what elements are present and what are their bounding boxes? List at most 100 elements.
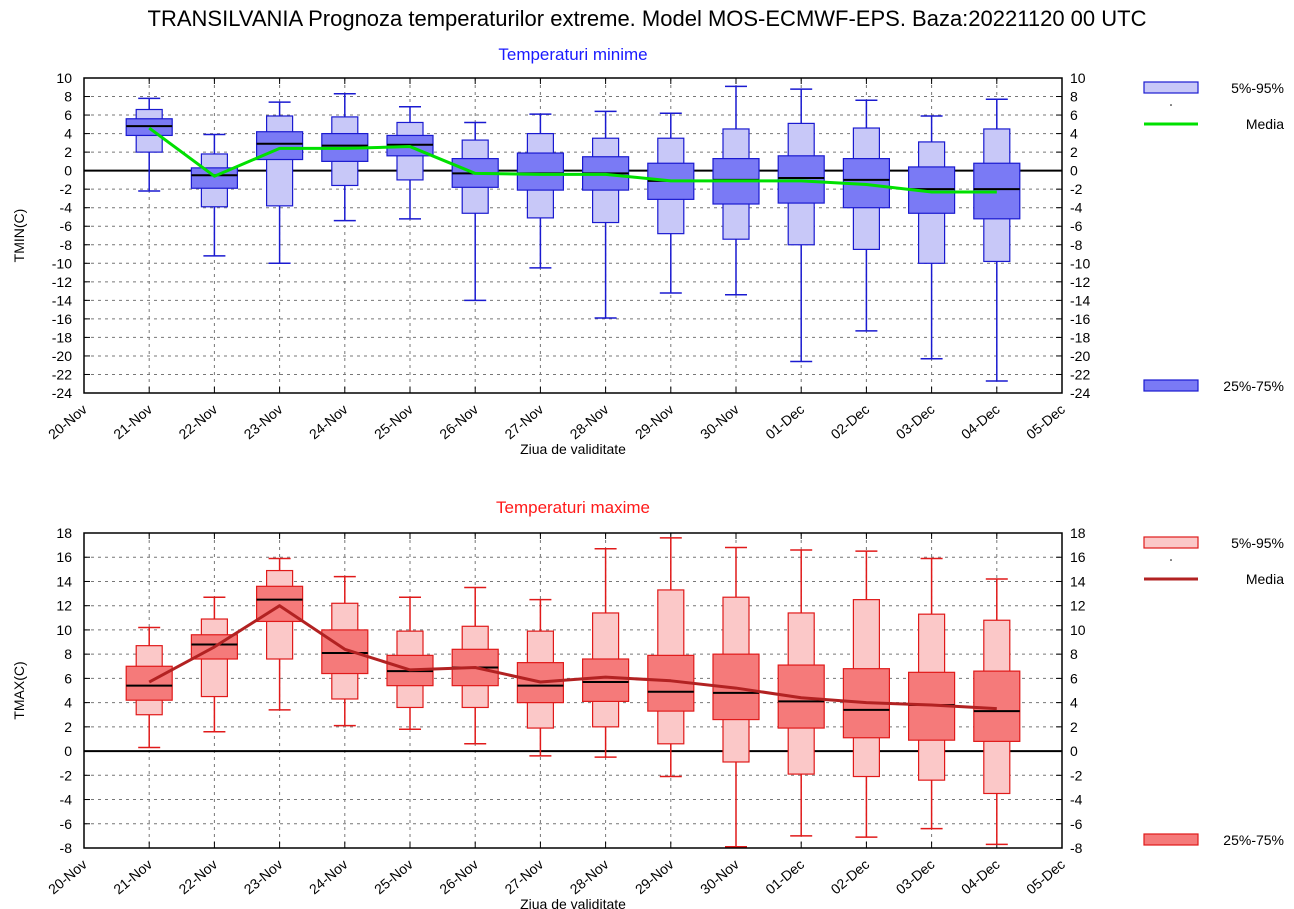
y-tick-label-left: -10 (52, 255, 72, 271)
box-29-Nov (647, 537, 695, 778)
x-tick-label: 30-Nov (697, 856, 742, 897)
y-tick-label-right: -18 (1070, 329, 1090, 345)
y-tick-label-left: -16 (52, 311, 72, 327)
y-tick-label-right: -12 (1070, 274, 1090, 290)
box-25-75 (973, 670, 1021, 742)
y-tick-label-left: 10 (56, 70, 72, 86)
box-25-Nov (386, 105, 434, 220)
y-tick-label-left: 4 (64, 126, 72, 142)
y-tick-label-left: -22 (52, 366, 72, 382)
y-tick-label-left: -24 (52, 385, 72, 401)
y-tick-label-right: -6 (1070, 218, 1083, 234)
legend-label-5-95: 5%-95% (1231, 80, 1284, 96)
x-tick-label: 02-Dec (827, 401, 872, 442)
y-tick-label-left: 8 (64, 646, 72, 662)
box-26-Nov (451, 586, 499, 745)
box-02-Dec (842, 99, 891, 332)
y-tick-label-right: 6 (1070, 107, 1078, 123)
x-tick-label: 04-Dec (958, 401, 1003, 442)
y-tick-label-left: -4 (60, 792, 73, 808)
x-tick-label: 23-Nov (241, 401, 286, 442)
box-22-Nov (190, 133, 238, 257)
box-03-Dec (907, 557, 956, 830)
box-01-Dec (777, 549, 825, 837)
y-tick-label-left: -8 (60, 840, 73, 856)
box-26-Nov (451, 121, 499, 302)
x-tick-label: 05-Dec (1023, 401, 1068, 442)
box-29-Nov (647, 112, 695, 294)
y-tick-label-right: -6 (1070, 816, 1083, 832)
y-tick-label-left: 14 (56, 573, 72, 589)
mean-line (148, 604, 997, 711)
legend-dot (1170, 104, 1172, 106)
x-tick-label: 22-Nov (175, 401, 220, 442)
y-tick-label-left: -14 (52, 292, 72, 308)
box-02-Dec (842, 550, 891, 838)
x-tick-label: 21-Nov (110, 856, 155, 897)
x-tick-label: 02-Dec (827, 856, 872, 897)
y-tick-label-right: 18 (1070, 525, 1086, 541)
y-tick-label-right: -20 (1070, 348, 1090, 364)
box-27-Nov (516, 113, 565, 269)
chart-subtitle: Temperaturi maxime (496, 498, 650, 517)
y-tick-label-right: 4 (1070, 126, 1078, 142)
y-axis-label: TMIN(C) (11, 209, 27, 263)
x-tick-label: 29-Nov (632, 856, 677, 897)
y-tick-label-left: 6 (64, 670, 72, 686)
y-tick-label-left: 6 (64, 107, 72, 123)
legend-dot (1170, 559, 1172, 561)
legend-swatch-25-75 (1143, 833, 1199, 846)
y-tick-label-left: 0 (64, 743, 72, 759)
y-tick-label-right: -8 (1070, 840, 1083, 856)
x-tick-label: 01-Dec (762, 856, 807, 897)
x-tick-label: 29-Nov (632, 401, 677, 442)
y-tick-label-left: -18 (52, 329, 72, 345)
grid-lines (84, 78, 1062, 393)
y-tick-label-right: -14 (1070, 292, 1090, 308)
x-axis-label: Ziua de validitate (520, 441, 626, 457)
x-tick-label: 25-Nov (371, 401, 416, 442)
x-tick-label: 23-Nov (241, 856, 286, 897)
legend-swatch-25-75 (1143, 379, 1199, 392)
box-30-Nov (712, 85, 760, 296)
x-tick-label: 20-Nov (45, 401, 90, 442)
x-tick-label: 24-Nov (306, 401, 351, 442)
y-tick-label-left: -8 (60, 237, 73, 253)
y-tick-label-left: -2 (60, 767, 73, 783)
y-tick-label-right: 16 (1070, 549, 1086, 565)
box-30-Nov (712, 546, 760, 848)
x-tick-label: 30-Nov (697, 401, 742, 442)
y-tick-label-left: -6 (60, 816, 73, 832)
y-tick-label-right: -22 (1070, 366, 1090, 382)
x-tick-label: 26-Nov (436, 401, 481, 442)
y-tick-label-left: 0 (64, 163, 72, 179)
y-tick-label-right: 14 (1070, 573, 1086, 589)
x-tick-label: 05-Dec (1023, 856, 1068, 897)
mean-line (148, 126, 997, 194)
box-25-75 (516, 152, 565, 191)
legend-label-25-75: 25%-75% (1223, 378, 1284, 394)
main-title: TRANSILVANIA Prognoza temperaturilor ext… (147, 6, 1147, 31)
y-tick-label-right: 8 (1070, 89, 1078, 105)
y-axis-label: TMAX(C) (11, 661, 27, 719)
box-25-75 (321, 629, 369, 675)
plot-frame (83, 532, 1063, 849)
y-tick-label-left: -12 (52, 274, 72, 290)
y-tick-label-left: 2 (64, 144, 72, 160)
box-28-Nov (581, 110, 630, 319)
box-24-Nov (321, 575, 369, 727)
y-tick-label-right: 10 (1070, 70, 1086, 86)
x-tick-label: 22-Nov (175, 856, 220, 897)
box-28-Nov (581, 548, 630, 758)
x-tick-label: 21-Nov (110, 401, 155, 442)
y-tick-label-left: -6 (60, 218, 73, 234)
box-25-75 (125, 665, 173, 701)
y-tick-label-left: 16 (56, 549, 72, 565)
y-tick-label-left: -20 (52, 348, 72, 364)
y-tick-label-right: 4 (1070, 695, 1078, 711)
x-tick-label: 28-Nov (567, 856, 612, 897)
y-tick-label-left: 10 (56, 622, 72, 638)
y-tick-label-right: -4 (1070, 200, 1083, 216)
legend: 5%-95% Media 25%-75% (1143, 80, 1284, 394)
box-21-Nov (125, 97, 173, 192)
